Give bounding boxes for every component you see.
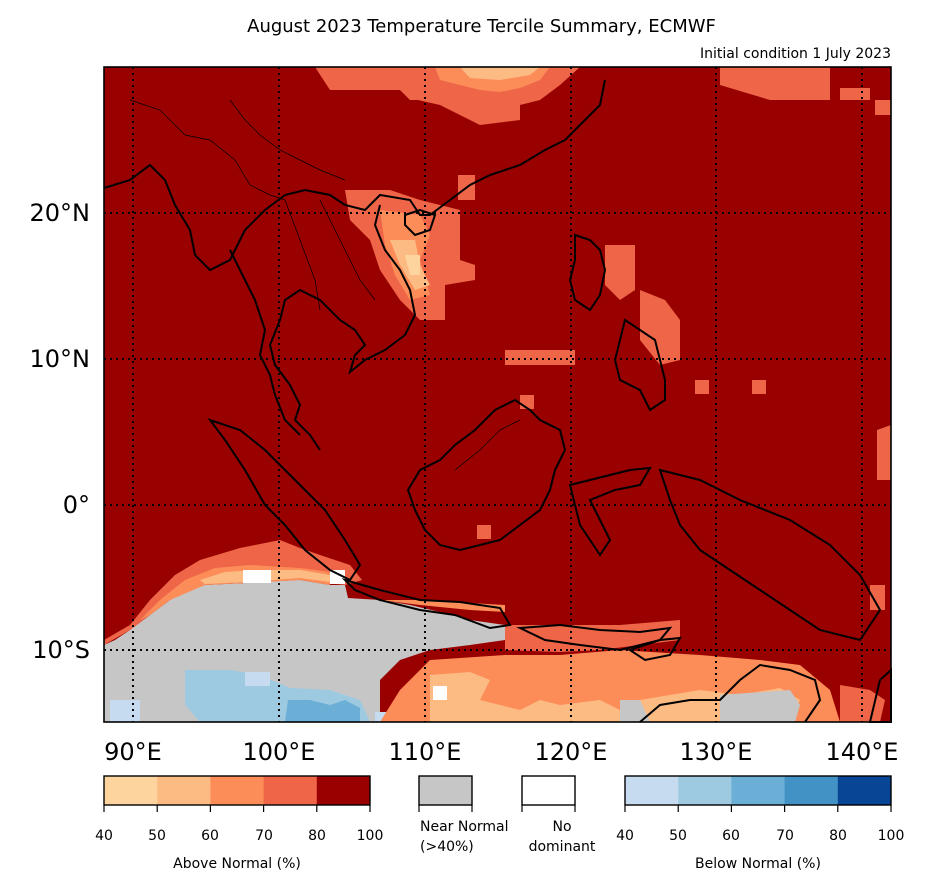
- lat-label: 10°S: [32, 636, 90, 664]
- lat-label: 20°N: [30, 199, 91, 227]
- lat-label: 0°: [63, 491, 90, 519]
- lat-labels: 20°N 10°N 0° 10°S: [30, 199, 91, 664]
- below-normal-swatch: [837, 776, 892, 805]
- below-normal-swatch: [678, 776, 732, 805]
- above-normal-swatch: [210, 776, 265, 805]
- above-tick-label: 100: [357, 828, 384, 844]
- legend-near-normal: Near Normal (>40%): [418, 775, 509, 855]
- coastlines: [103, 79, 892, 723]
- below-tick-label: 80: [829, 828, 847, 844]
- below-tick-label: 40: [616, 828, 634, 844]
- no-dominant-sublabel: dominant: [529, 839, 596, 855]
- legend-no-dominant: No dominant: [521, 775, 596, 855]
- above-tick-label: 40: [95, 828, 113, 844]
- legend-above-normal: 40 50 60 70 80 100 Above Normal (%): [95, 775, 384, 872]
- lon-label: 130°E: [680, 738, 753, 766]
- below-normal-swatch: [731, 776, 786, 805]
- above-normal-swatch: [104, 776, 158, 805]
- near-normal-label: Near Normal: [420, 819, 509, 835]
- north-band: [315, 67, 891, 200]
- below-normal-title: Below Normal (%): [695, 856, 821, 872]
- below-normal-swatch: [625, 776, 679, 805]
- above-normal-swatch: [316, 776, 371, 805]
- below-normal-swatch: [784, 776, 839, 805]
- below-normal-region: [110, 670, 475, 722]
- above-normal-swatch: [263, 776, 318, 805]
- near-normal-sublabel: (>40%): [420, 839, 474, 855]
- no-dominant-label: No: [552, 819, 571, 835]
- below-tick-label: 50: [669, 828, 687, 844]
- lon-label: 90°E: [104, 738, 162, 766]
- map-subtitle: Initial condition 1 July 2023: [700, 46, 891, 62]
- lon-label: 100°E: [243, 738, 316, 766]
- lon-label: 120°E: [535, 738, 608, 766]
- above-tick-label: 70: [255, 828, 273, 844]
- lon-label: 110°E: [389, 738, 462, 766]
- above-tick-label: 50: [148, 828, 166, 844]
- map-frame: [103, 66, 892, 723]
- above-tick-label: 80: [308, 828, 326, 844]
- legend-below-normal: 40 50 60 70 80 100 Below Normal (%): [616, 775, 905, 872]
- graticule: [104, 67, 891, 722]
- above-tick-label: 60: [201, 828, 219, 844]
- lat-label: 10°N: [30, 345, 91, 373]
- above-normal-bands: [104, 425, 891, 722]
- lon-label: 140°E: [826, 738, 899, 766]
- scs-region: [345, 190, 766, 539]
- below-tick-label: 100: [878, 828, 905, 844]
- below-tick-label: 70: [776, 828, 794, 844]
- above-normal-swatch: [157, 776, 211, 805]
- below-tick-label: 60: [722, 828, 740, 844]
- map-title: August 2023 Temperature Tercile Summary,…: [247, 16, 716, 37]
- lon-labels: 90°E 100°E 110°E 120°E 130°E 140°E: [104, 738, 898, 766]
- above-normal-title: Above Normal (%): [173, 856, 301, 872]
- borders: [129, 99, 521, 471]
